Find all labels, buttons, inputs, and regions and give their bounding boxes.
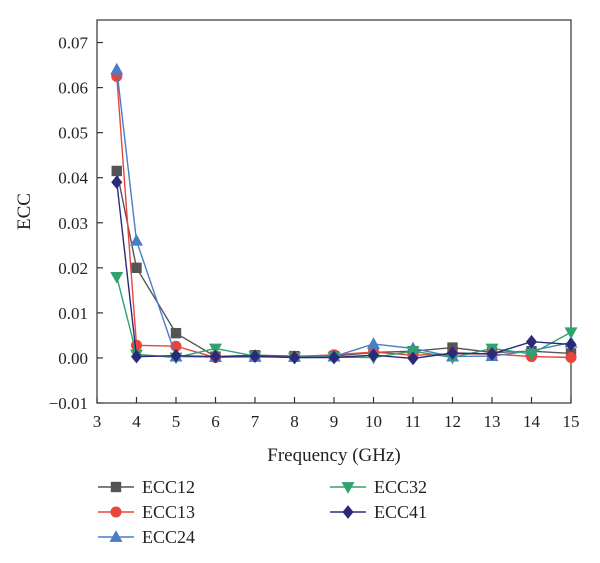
legend-label-ecc24: ECC24 bbox=[142, 527, 195, 547]
legend-marker-ecc24 bbox=[109, 530, 123, 542]
x-tick-label: 7 bbox=[251, 412, 260, 431]
data-point-ecc32 bbox=[525, 349, 538, 361]
series-line-ecc41 bbox=[116, 182, 572, 360]
legend-item-ecc24: ECC24 bbox=[98, 527, 195, 547]
data-point-ecc41 bbox=[407, 351, 419, 366]
series-ecc24 bbox=[110, 62, 578, 362]
series-line-ecc13 bbox=[116, 76, 572, 359]
series-line-ecc24 bbox=[116, 69, 572, 358]
legend-label-ecc13: ECC13 bbox=[142, 502, 195, 522]
data-point-ecc32 bbox=[110, 271, 124, 284]
data-point-ecc24 bbox=[110, 62, 124, 75]
data-point-ecc41 bbox=[130, 349, 143, 364]
data-point-ecc12 bbox=[111, 165, 122, 177]
y-tick-label: 0.06 bbox=[58, 79, 88, 98]
x-axis-title: Frequency (GHz) bbox=[267, 445, 400, 466]
legend-label-ecc32: ECC32 bbox=[374, 477, 427, 497]
data-point-ecc24 bbox=[130, 233, 143, 246]
series-ecc41 bbox=[111, 175, 577, 366]
legend-item-ecc41: ECC41 bbox=[330, 502, 427, 522]
data-point-ecc41 bbox=[525, 334, 538, 349]
legend-item-ecc12: ECC12 bbox=[98, 477, 195, 497]
legend-label-ecc12: ECC12 bbox=[142, 477, 195, 497]
x-tick-label: 15 bbox=[563, 412, 580, 431]
y-tick-label: 0.07 bbox=[58, 34, 88, 53]
data-point-ecc41 bbox=[249, 349, 261, 363]
data-point-ecc41 bbox=[446, 346, 459, 360]
y-tick-label: 0.04 bbox=[58, 169, 88, 188]
x-tick-label: 11 bbox=[405, 412, 421, 431]
data-point-ecc24 bbox=[367, 337, 380, 349]
data-point-ecc41 bbox=[209, 349, 222, 364]
series-line-ecc12 bbox=[116, 170, 572, 358]
x-tick-label: 8 bbox=[290, 412, 299, 431]
data-point-ecc32 bbox=[564, 327, 578, 340]
series-ecc13 bbox=[111, 70, 577, 364]
x-tick-label: 3 bbox=[93, 412, 102, 431]
x-tick-label: 14 bbox=[523, 412, 541, 431]
y-tick-label: 0.03 bbox=[58, 214, 88, 233]
data-point-ecc32 bbox=[209, 343, 222, 356]
data-point-ecc12 bbox=[131, 262, 142, 274]
legend-item-ecc13: ECC13 bbox=[98, 502, 195, 522]
y-tick-label: −0.01 bbox=[49, 394, 88, 413]
data-point-ecc12 bbox=[170, 327, 182, 339]
x-tick-label: 9 bbox=[330, 412, 339, 431]
legend-marker-ecc41 bbox=[342, 505, 354, 519]
data-point-ecc41 bbox=[565, 337, 577, 352]
series-layer bbox=[110, 62, 578, 366]
x-tick-label: 10 bbox=[365, 412, 382, 431]
data-point-ecc41 bbox=[170, 348, 182, 363]
data-point-ecc41 bbox=[486, 347, 498, 361]
axes-layer: 3 4 5 6 7 8 9 10 11 12 13 14 15 −0.01 0.00 0.01 0.02 0.03… bbox=[49, 34, 580, 431]
legend-marker-ecc13 bbox=[110, 506, 122, 518]
data-point-ecc41 bbox=[328, 350, 340, 365]
x-tick-label: 13 bbox=[484, 412, 501, 431]
y-axis-title: ECC bbox=[14, 193, 35, 230]
series-line-ecc32 bbox=[116, 276, 572, 359]
data-point-ecc41 bbox=[111, 175, 123, 190]
x-tick-label: 6 bbox=[211, 412, 220, 431]
legend: ECC12 ECC13 ECC24 ECC32 ECC41 bbox=[98, 477, 427, 547]
legend-marker-ecc12 bbox=[110, 481, 122, 493]
y-tick-label: 0.02 bbox=[58, 259, 88, 278]
data-point-ecc13 bbox=[565, 351, 577, 364]
y-tick-label: 0.05 bbox=[58, 124, 88, 143]
legend-marker-ecc32 bbox=[341, 482, 355, 494]
legend-label-ecc41: ECC41 bbox=[374, 502, 427, 522]
legend-item-ecc32: ECC32 bbox=[330, 477, 427, 497]
x-tick-label: 5 bbox=[172, 412, 181, 431]
series-ecc32 bbox=[110, 271, 578, 365]
x-tick-label: 12 bbox=[444, 412, 461, 431]
y-tick-label: 0.01 bbox=[58, 304, 88, 323]
series-ecc12 bbox=[111, 165, 577, 362]
x-tick-label: 4 bbox=[132, 412, 141, 431]
data-point-ecc41 bbox=[288, 350, 301, 365]
y-tick-label: 0.00 bbox=[58, 349, 88, 368]
data-point-ecc41 bbox=[367, 348, 380, 363]
